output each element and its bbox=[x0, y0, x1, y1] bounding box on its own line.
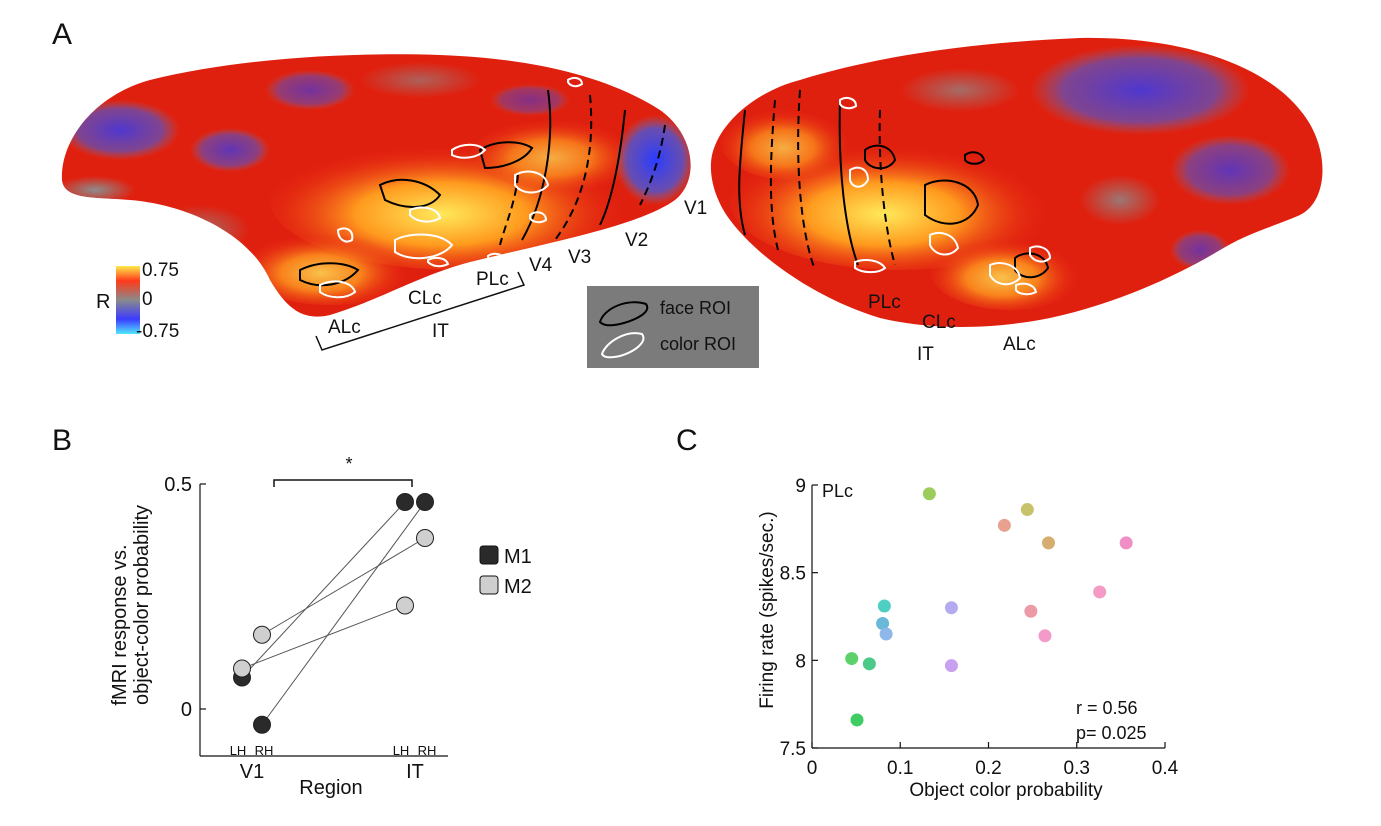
panel-b-series-line bbox=[261, 501, 426, 726]
it-bracket bbox=[315, 271, 526, 351]
panel-c-r-value: r = 0.56 bbox=[1076, 698, 1138, 718]
panel-b-series-line bbox=[241, 501, 406, 678]
panel-c-plot: 7.5 8 8.5 9 0 0.1 0.2 0.3 0.4 bbox=[780, 476, 1179, 779]
panel-c-point bbox=[944, 659, 958, 673]
panel-c-point bbox=[1020, 503, 1034, 517]
face-roi-swatch bbox=[598, 301, 649, 327]
panel-c-x-tick-label: 0.4 bbox=[1152, 758, 1179, 779]
panel-b-x-tick-label: IT bbox=[406, 761, 424, 783]
panel-c-y-tick-label: 7.5 bbox=[780, 739, 806, 760]
panel-b-series-line bbox=[241, 605, 406, 669]
color-roi-swatch bbox=[600, 332, 645, 359]
panel-c-y-tick-label: 8 bbox=[795, 651, 806, 672]
significance-star: * bbox=[345, 454, 352, 474]
panel-c-p-value: p= 0.025 bbox=[1076, 723, 1147, 743]
label-v3: V3 bbox=[568, 247, 591, 268]
label-it-left: IT bbox=[432, 321, 449, 342]
panel-c-point bbox=[876, 617, 890, 631]
panel-c-point bbox=[845, 652, 859, 666]
panel-c-point bbox=[1093, 585, 1107, 599]
panel-b-lh-label: LH bbox=[393, 743, 410, 758]
panel-b-point bbox=[396, 596, 414, 615]
panel-b-rh-label: RH bbox=[418, 743, 437, 758]
colorbar-mid: 0 bbox=[142, 289, 153, 310]
panel-b: B 0 0.5 V1 LH RH IT LH RH fMRI response vs. obj… bbox=[52, 424, 532, 799]
label-alc-left: ALc bbox=[328, 317, 361, 338]
significance-bracket bbox=[273, 479, 413, 487]
panel-c: C 7.5 8 8.5 9 0 0.1 0.2 0.3 0.4 PLc r = 0.56 p= … bbox=[676, 424, 1179, 801]
legend-m2-label: M2 bbox=[504, 576, 532, 598]
panel-c-xlabel: Object color probability bbox=[909, 780, 1103, 801]
panel-a-label: A bbox=[52, 18, 72, 51]
panel-c-y-tick-label: 8.5 bbox=[780, 564, 806, 585]
panel-c-point bbox=[1119, 536, 1133, 550]
roi-legend-box bbox=[587, 286, 759, 368]
panel-c-ylabel: Firing rate (spikes/sec.) bbox=[757, 511, 778, 708]
colorbar-max: 0.75 bbox=[142, 260, 179, 281]
right-hemisphere-labels: PLc CLc IT ALc bbox=[868, 292, 1036, 365]
label-plc-right: PLc bbox=[868, 292, 901, 313]
colorbar-gradient bbox=[116, 266, 140, 334]
label-it-right: IT bbox=[917, 344, 934, 365]
panel-c-region-label: PLc bbox=[822, 481, 853, 501]
panel-c-point bbox=[862, 657, 876, 671]
panel-b-lh-label: LH bbox=[230, 743, 247, 758]
panel-c-point bbox=[922, 487, 936, 501]
panel-b-x-tick-label: V1 bbox=[240, 761, 264, 783]
panel-a: A bbox=[52, 18, 1323, 368]
panel-c-x-tick-label: 0.3 bbox=[1064, 758, 1090, 779]
panel-c-point bbox=[879, 627, 893, 641]
label-v2: V2 bbox=[625, 230, 648, 251]
panel-b-point bbox=[253, 625, 271, 644]
panel-b-y-tick-label: 0.5 bbox=[164, 474, 192, 496]
panel-b-point bbox=[253, 715, 271, 734]
face-roi-label: face ROI bbox=[660, 298, 731, 318]
label-plc-left: PLc bbox=[476, 269, 509, 290]
panel-b-y-tick-label: 0 bbox=[181, 699, 192, 721]
panel-b-point bbox=[233, 659, 251, 678]
label-v1: V1 bbox=[684, 198, 707, 219]
panel-c-point bbox=[1038, 629, 1052, 643]
legend-m1-label: M1 bbox=[504, 546, 532, 568]
panel-c-label: C bbox=[676, 424, 698, 457]
panel-b-rh-label: RH bbox=[255, 743, 274, 758]
panel-c-point bbox=[877, 599, 891, 613]
color-roi-label: color ROI bbox=[660, 334, 736, 354]
panel-c-x-tick-label: 0.2 bbox=[975, 758, 1001, 779]
legend-m1-swatch bbox=[479, 545, 499, 565]
panel-b-point bbox=[396, 493, 414, 511]
panel-b-legend: M1 M2 bbox=[479, 545, 532, 598]
colorbar-min: -0.75 bbox=[136, 321, 179, 342]
label-v4: V4 bbox=[529, 255, 553, 276]
panel-c-point bbox=[944, 601, 958, 615]
panel-b-xlabel: Region bbox=[299, 777, 362, 799]
panel-b-point bbox=[416, 529, 434, 547]
label-alc-right: ALc bbox=[1003, 334, 1036, 355]
legend-m2-swatch bbox=[479, 575, 499, 595]
panel-b-ylabel-line2: object-color probability bbox=[131, 505, 153, 705]
colorbar: R 0.75 0 -0.75 bbox=[96, 260, 179, 342]
panel-c-y-tick-label: 9 bbox=[795, 476, 806, 497]
panel-c-x-tick-label: 0 bbox=[807, 758, 818, 779]
panel-c-point bbox=[1042, 536, 1056, 550]
panel-c-point bbox=[997, 518, 1011, 532]
panel-c-x-tick-label: 0.1 bbox=[887, 758, 913, 779]
panel-c-point bbox=[850, 713, 864, 727]
panel-b-series-line bbox=[261, 537, 426, 636]
panel-b-ylabel-line1: fMRI response vs. bbox=[109, 544, 131, 705]
panel-b-point bbox=[416, 493, 434, 511]
panel-b-plot: 0 0.5 V1 LH RH IT LH RH bbox=[164, 474, 448, 783]
right-hemisphere-surface bbox=[710, 37, 1323, 328]
roi-legend: face ROI color ROI bbox=[587, 286, 759, 368]
label-clc-left: CLc bbox=[408, 288, 442, 309]
label-clc-right: CLc bbox=[922, 312, 956, 333]
left-hemisphere-labels: V1 V2 V3 V4 PLc CLc ALc IT bbox=[315, 198, 707, 351]
panel-c-point bbox=[1024, 604, 1038, 618]
colorbar-title: R bbox=[96, 291, 110, 313]
panel-b-label: B bbox=[52, 424, 72, 457]
